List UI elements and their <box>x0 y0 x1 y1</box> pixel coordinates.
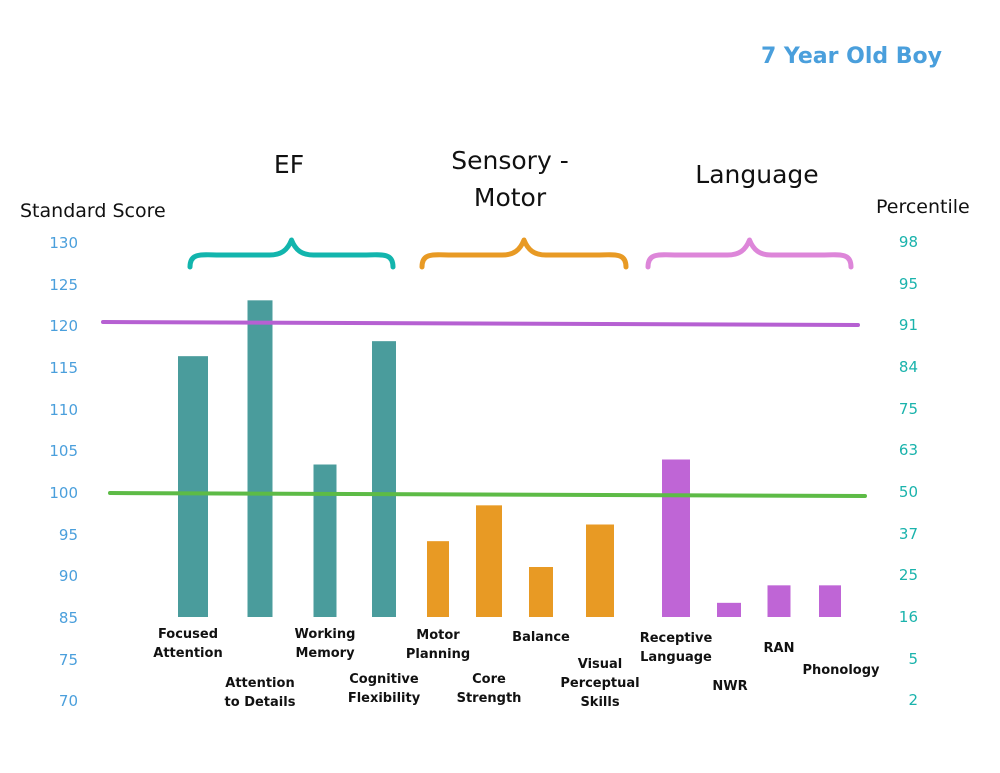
group-bracket <box>419 237 629 270</box>
category-label: Receptive Language <box>640 631 713 665</box>
right-tick-label: 84 <box>899 358 918 376</box>
right-tick-label: 50 <box>899 483 918 501</box>
right-tick-label: 25 <box>899 566 918 584</box>
bar <box>717 602 741 617</box>
right-tick-label: 75 <box>899 400 918 418</box>
category-label: RAN <box>764 641 795 656</box>
right-tick-label: 16 <box>899 608 918 626</box>
bar <box>767 585 791 617</box>
category-label: Working Memory <box>295 627 356 661</box>
bar <box>662 459 690 617</box>
left-tick-label: 110 <box>49 401 78 419</box>
category-label: NWR <box>712 679 747 694</box>
category-label: Attention to Details <box>225 676 296 710</box>
chart-subtitle: 7 Year Old Boy <box>760 44 942 69</box>
group-bracket <box>187 237 396 270</box>
left-axis-title: Standard Score <box>20 200 166 222</box>
category-label: Core Strength <box>457 672 522 706</box>
bar <box>372 341 396 617</box>
group-label-sensory-motor: Sensory - Motor <box>451 146 569 212</box>
right-tick-label: 5 <box>908 650 918 668</box>
category-label: Cognitive Flexibility <box>348 672 421 706</box>
category-label: Motor Planning <box>406 628 470 662</box>
bar <box>247 300 273 617</box>
right-tick-label: 91 <box>899 316 918 334</box>
right-tick-label: 95 <box>899 275 918 293</box>
bar <box>476 505 502 617</box>
right-tick-label: 2 <box>908 691 918 709</box>
group-label-language: Language <box>695 160 819 189</box>
category-label: Phonology <box>802 663 880 678</box>
bar <box>178 356 208 617</box>
bar <box>427 541 449 617</box>
right-tick-label: 63 <box>899 441 918 459</box>
left-tick-label: 125 <box>49 276 78 294</box>
left-tick-label: 120 <box>49 317 78 335</box>
left-tick-label: 90 <box>59 567 78 585</box>
category-label: Visual Perceptual Skills <box>560 657 639 710</box>
left-tick-label: 75 <box>59 651 78 669</box>
right-tick-label: 37 <box>899 525 918 543</box>
category-label: Focused Attention <box>153 627 222 661</box>
left-tick-label: 115 <box>49 359 78 377</box>
category-label: Balance <box>512 630 570 645</box>
left-tick-label: 105 <box>49 442 78 460</box>
group-label-ef: EF <box>273 150 305 179</box>
reference-line-upper-threshold <box>101 320 860 327</box>
group-bracket <box>645 237 854 270</box>
bar <box>819 585 841 617</box>
left-tick-label: 85 <box>59 609 78 627</box>
left-tick-label: 95 <box>59 526 78 544</box>
bar <box>529 567 553 617</box>
bar <box>586 524 614 617</box>
left-tick-label: 100 <box>49 484 78 502</box>
reference-line-average <box>108 491 867 498</box>
bar <box>313 464 337 617</box>
right-tick-label: 98 <box>899 233 918 251</box>
right-axis-title: Percentile <box>876 196 970 218</box>
left-tick-label: 70 <box>59 692 78 710</box>
left-tick-label: 130 <box>49 234 78 252</box>
